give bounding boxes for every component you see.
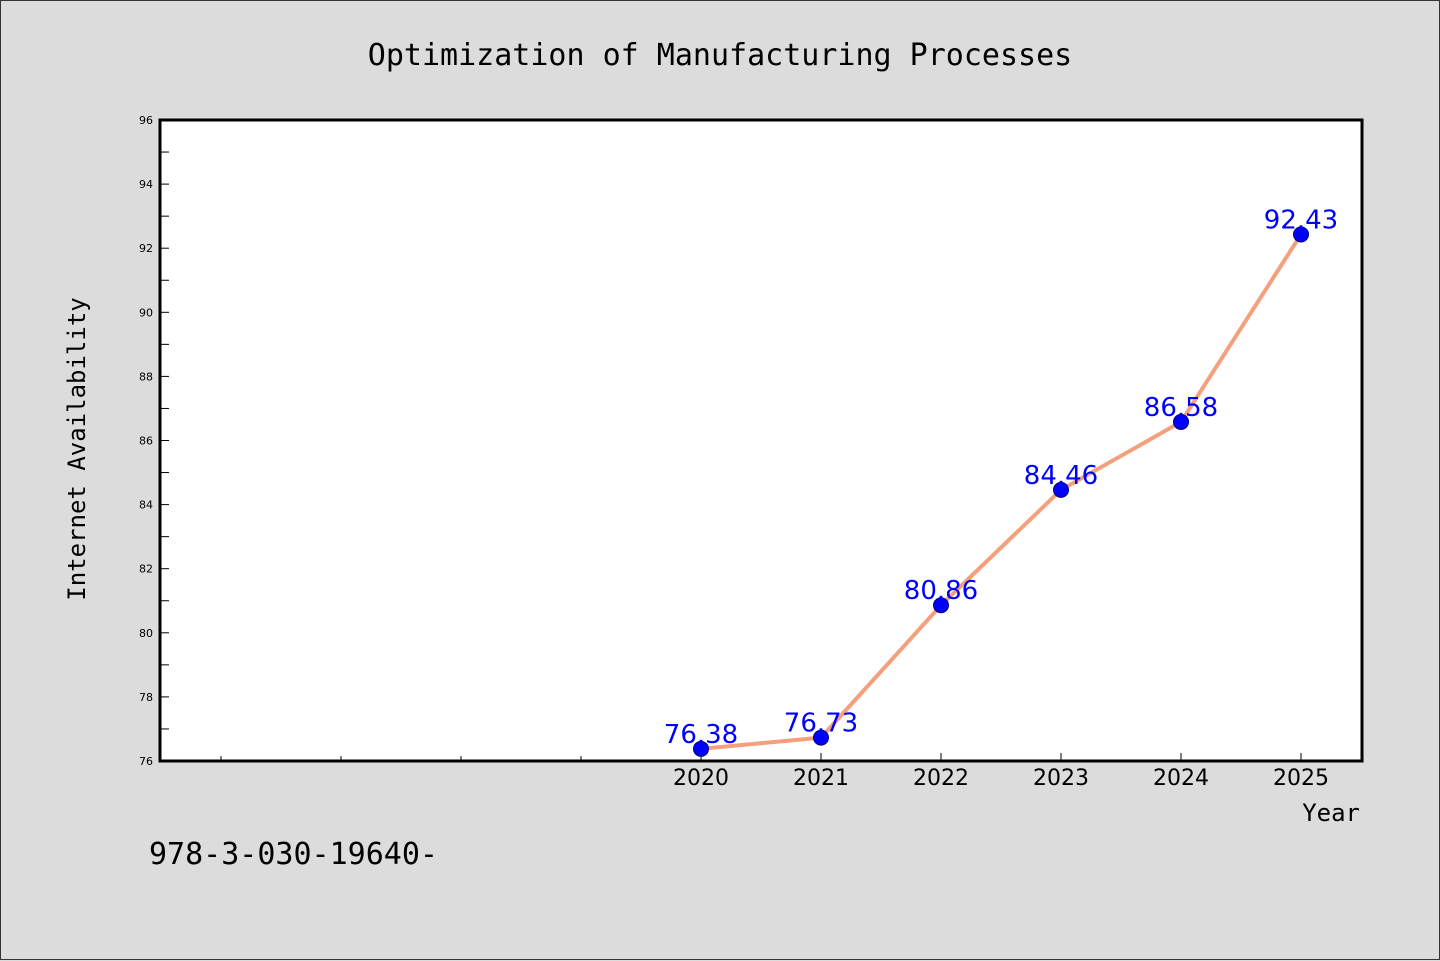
data-point-label: 76.73 (784, 709, 858, 739)
data-point-marker (1053, 481, 1069, 498)
data-point-marker (933, 597, 949, 614)
x-tick-label: 2025 (1273, 766, 1329, 791)
x-tick-label: 2024 (1153, 766, 1209, 791)
y-tick-label: 86 (139, 435, 153, 448)
plot-area (158, 118, 1364, 763)
y-tick-label: 90 (139, 306, 153, 319)
x-axis-minor-ticks (220, 756, 582, 761)
data-point-marker (693, 740, 709, 757)
y-tick-label: 94 (139, 178, 153, 191)
y-tick-label: 82 (139, 563, 153, 576)
chart-title: Optimization of Manufacturing Processes (368, 38, 1072, 73)
y-tick-label: 92 (139, 242, 153, 255)
data-markers (693, 226, 1309, 757)
data-point-marker (813, 729, 829, 746)
y-tick-label: 80 (139, 627, 153, 640)
data-point-marker (1293, 226, 1309, 243)
y-tick-label: 78 (139, 691, 153, 704)
x-tick-label: 2020 (673, 766, 729, 791)
x-axis-label: Year (1302, 799, 1360, 827)
data-point-label: 76.38 (664, 720, 738, 750)
data-point-label: 84.46 (1024, 461, 1098, 491)
x-axis: 2020 2021 2022 2023 2024 2025 (673, 753, 1329, 791)
y-tick-label: 88 (139, 370, 153, 383)
y-tick-label: 76 (139, 755, 153, 768)
data-point-marker (1173, 413, 1189, 430)
series-line (700, 233, 1303, 751)
y-axis: 76 78 80 82 84 86 88 90 92 94 96 (139, 114, 169, 768)
y-tick-label: 96 (139, 114, 153, 127)
data-point-label: 92.43 (1264, 205, 1338, 235)
x-tick-label: 2023 (1033, 766, 1089, 791)
x-tick-label: 2022 (913, 766, 969, 791)
data-point-label: 86.58 (1144, 393, 1218, 423)
data-labels: 76.38 76.73 80.86 84.46 86.58 92.43 (664, 205, 1338, 749)
x-tick-label: 2021 (793, 766, 849, 791)
y-tick-label: 84 (139, 499, 153, 512)
y-axis-label: Internet Availability (63, 297, 91, 600)
isbn-footer-text: 978-3-030-19640- (149, 837, 438, 872)
data-point-label: 80.86 (904, 576, 978, 606)
